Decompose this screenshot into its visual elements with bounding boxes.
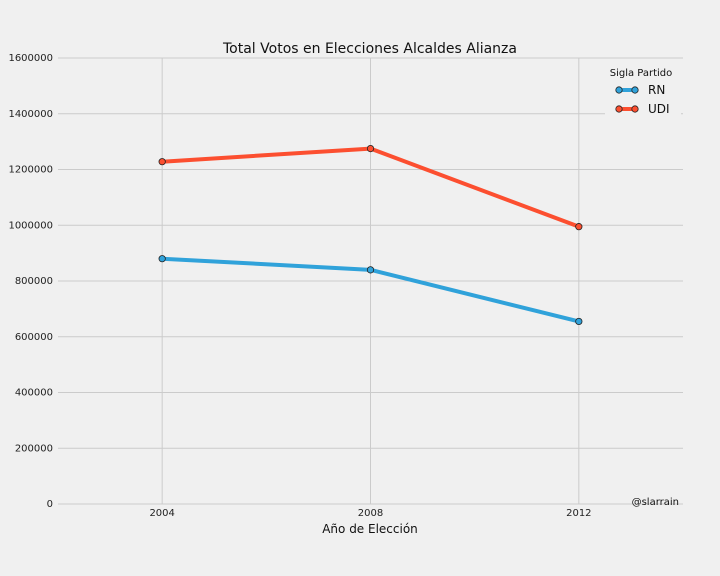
y-axis-ticks: 0 200000 400000 600000 800000 1000000 1200000 1… — [8, 53, 53, 510]
credit-text: @slarrain — [632, 497, 679, 508]
x-axis-label: Año de Elección — [322, 522, 418, 536]
legend-marker-udi — [615, 105, 623, 113]
data-point-rn — [366, 266, 375, 274]
x-tick-label: 2008 — [358, 508, 383, 519]
legend-marker-udi — [631, 105, 639, 113]
y-tick-label: 1600000 — [8, 53, 53, 64]
x-axis-ticks: 2004 2008 2012 — [149, 508, 591, 519]
legend: Sigla Partido RN UDI — [605, 63, 681, 116]
legend-title: Sigla Partido — [610, 68, 673, 79]
y-tick-label: 200000 — [15, 443, 53, 454]
data-point-rn — [575, 317, 583, 326]
data-point-rn — [158, 255, 166, 263]
data-point-udi — [366, 144, 375, 153]
legend-marker-rn — [631, 86, 639, 94]
y-tick-label: 1400000 — [8, 109, 53, 120]
legend-marker-rn — [615, 86, 623, 94]
data-point-udi — [158, 158, 166, 166]
legend-label-rn: RN — [648, 83, 665, 97]
y-tick-label: 800000 — [15, 276, 53, 287]
chart-title: Total Votos en Elecciones Alcaldes Alian… — [222, 41, 517, 57]
series-lines — [158, 144, 583, 326]
grid-lines — [58, 57, 683, 505]
y-tick-label: 600000 — [15, 332, 53, 343]
data-point-udi — [575, 223, 583, 231]
y-tick-label: 0 — [47, 499, 53, 510]
x-tick-label: 2012 — [566, 508, 591, 519]
legend-label-udi: UDI — [648, 102, 670, 116]
y-tick-label: 400000 — [15, 388, 53, 399]
y-tick-label: 1200000 — [8, 165, 53, 176]
x-tick-label: 2004 — [149, 508, 174, 519]
y-tick-label: 1000000 — [8, 220, 53, 231]
